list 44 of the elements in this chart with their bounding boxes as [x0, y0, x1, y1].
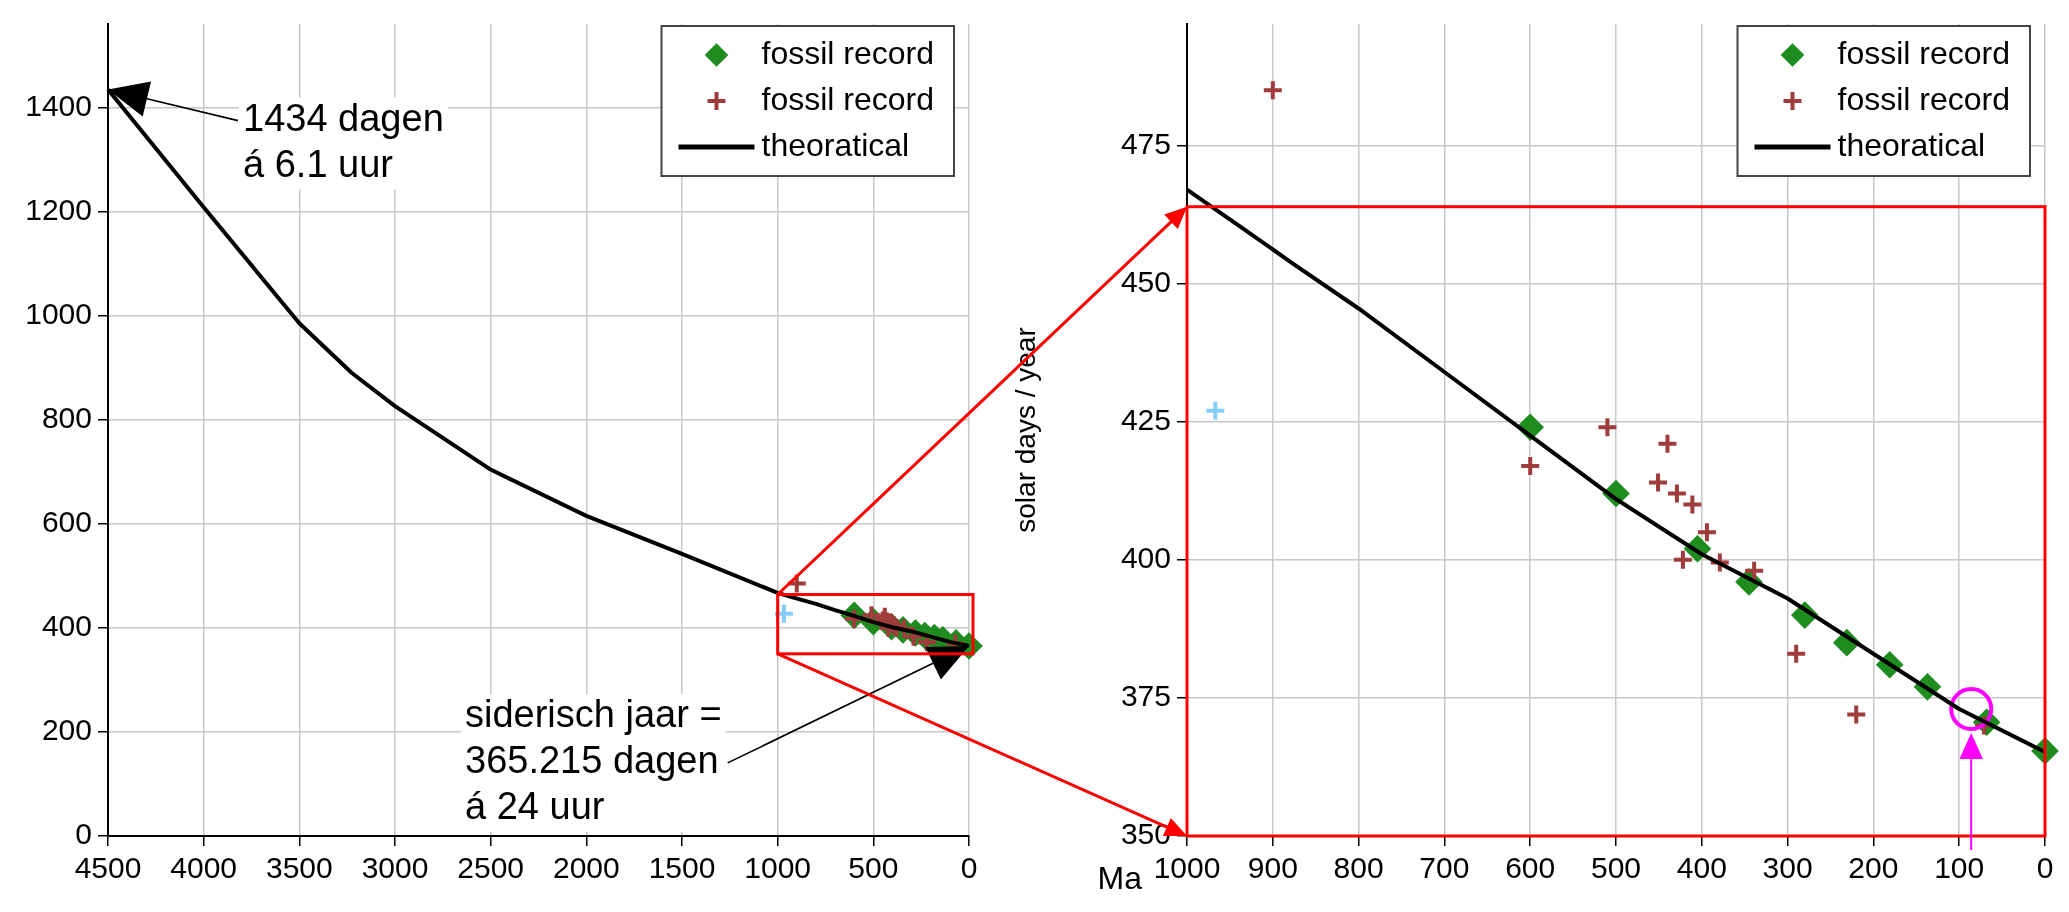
y-tick-label: 425 — [1120, 402, 1171, 436]
y-tick-label: 400 — [1120, 541, 1171, 575]
x-tick-label: 1500 — [648, 851, 716, 885]
legend-label: theoratical — [761, 126, 910, 163]
y-tick-label: 1000 — [25, 296, 92, 330]
x-tick-label: 800 — [1333, 851, 1384, 885]
legend-label: fossil record — [761, 34, 934, 71]
x-tick-label: 4500 — [74, 851, 142, 885]
y-tick-label: 400 — [41, 609, 92, 643]
x-tick-label: 500 — [848, 851, 899, 885]
y-tick-label: 375 — [1120, 679, 1171, 713]
x-tick-label: 1000 — [744, 851, 812, 885]
y-tick-label: 475 — [1120, 126, 1171, 160]
y-tick-label: 800 — [41, 400, 92, 434]
x-tick-label: 1000 — [1153, 851, 1221, 885]
x-tick-label: 100 — [1934, 851, 1985, 885]
legend-label: fossil record — [1837, 34, 2010, 71]
x-tick-label: 4000 — [170, 851, 238, 885]
y-tick-label: 450 — [1120, 264, 1171, 298]
y-tick-label: 600 — [41, 504, 92, 538]
x-tick-label: 3500 — [265, 851, 333, 885]
x-tick-label: 200 — [1848, 851, 1899, 885]
y-tick-label: 200 — [41, 713, 92, 747]
x-tick-label: 500 — [1590, 851, 1642, 885]
y-tick-label: 0 — [75, 817, 92, 851]
legend-label: theoratical — [1837, 126, 1986, 163]
x-tick-label: 700 — [1419, 851, 1470, 885]
x-tick-label: 2000 — [552, 851, 620, 885]
x-tick-label: 900 — [1247, 851, 1298, 885]
x-axis-title: Ma — [1097, 859, 1143, 896]
annotation: siderisch jaar = 365.215 dagen á 24 uur — [465, 693, 722, 828]
x-tick-label: 3000 — [361, 851, 429, 885]
y-tick-label: 1400 — [25, 88, 92, 122]
x-tick-label: 400 — [1676, 851, 1727, 885]
x-tick-label: 2500 — [457, 851, 525, 885]
y-tick-label: 1200 — [25, 192, 92, 226]
x-tick-label: 0 — [2036, 851, 2054, 885]
annotation: 1434 dagen á 6.1 uur — [243, 97, 444, 186]
x-tick-label: 0 — [960, 851, 978, 885]
x-tick-label: 600 — [1505, 851, 1556, 885]
legend-label: fossil record — [1837, 80, 2010, 117]
y-axis-title: solar days / year — [1009, 327, 1041, 533]
x-tick-label: 300 — [1762, 851, 1813, 885]
legend-label: fossil record — [761, 80, 934, 117]
